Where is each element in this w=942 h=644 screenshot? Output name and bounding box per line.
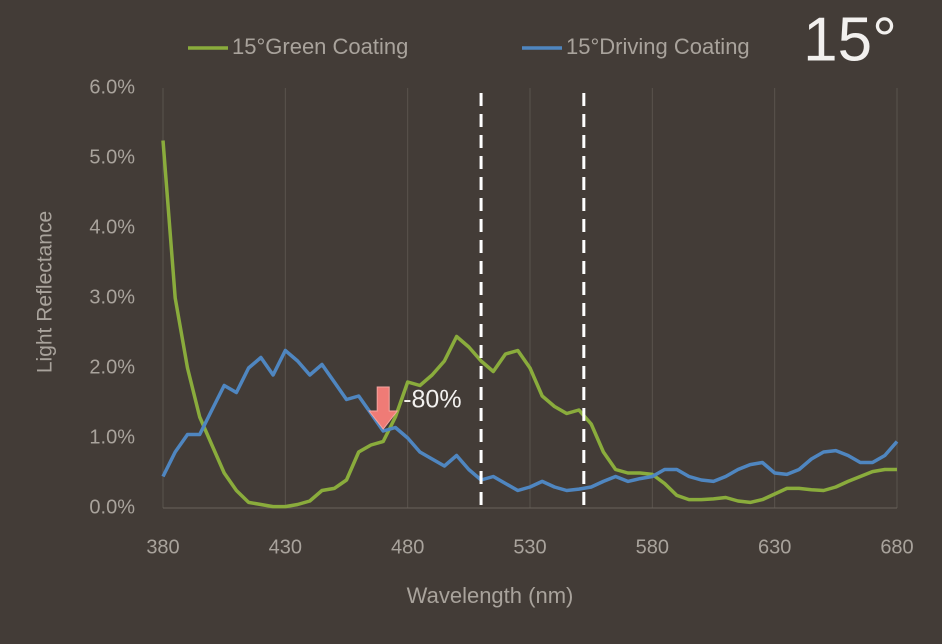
x-tick-label: 530 [513, 536, 546, 558]
y-tick-label: 3.0% [89, 286, 135, 308]
legend-label: 15°Green Coating [232, 34, 408, 59]
y-tick-label: 6.0% [89, 76, 135, 98]
y-tick-label: 2.0% [89, 356, 135, 378]
series-line [161, 348, 899, 493]
x-tick-label: 680 [880, 536, 913, 558]
x-tick-label: 480 [391, 536, 424, 558]
x-tick-label: 580 [636, 536, 669, 558]
chart-title: 15° [803, 5, 897, 74]
x-axis-label: Wavelength (nm) [407, 583, 574, 608]
y-tick-label: 5.0% [89, 146, 135, 168]
annotation-arrow [368, 386, 399, 430]
y-axis-label: Light Reflectance [34, 211, 57, 373]
legend-label: 15°Driving Coating [566, 34, 750, 59]
y-tick-label: 1.0% [89, 426, 135, 448]
annotation-text: -80% [403, 386, 461, 414]
x-tick-label: 380 [146, 536, 179, 558]
series-line [161, 140, 897, 509]
y-tick-label: 4.0% [89, 216, 135, 238]
x-tick-label: 630 [758, 536, 791, 558]
y-tick-label: 0.0% [89, 496, 135, 518]
x-tick-label: 430 [269, 536, 302, 558]
